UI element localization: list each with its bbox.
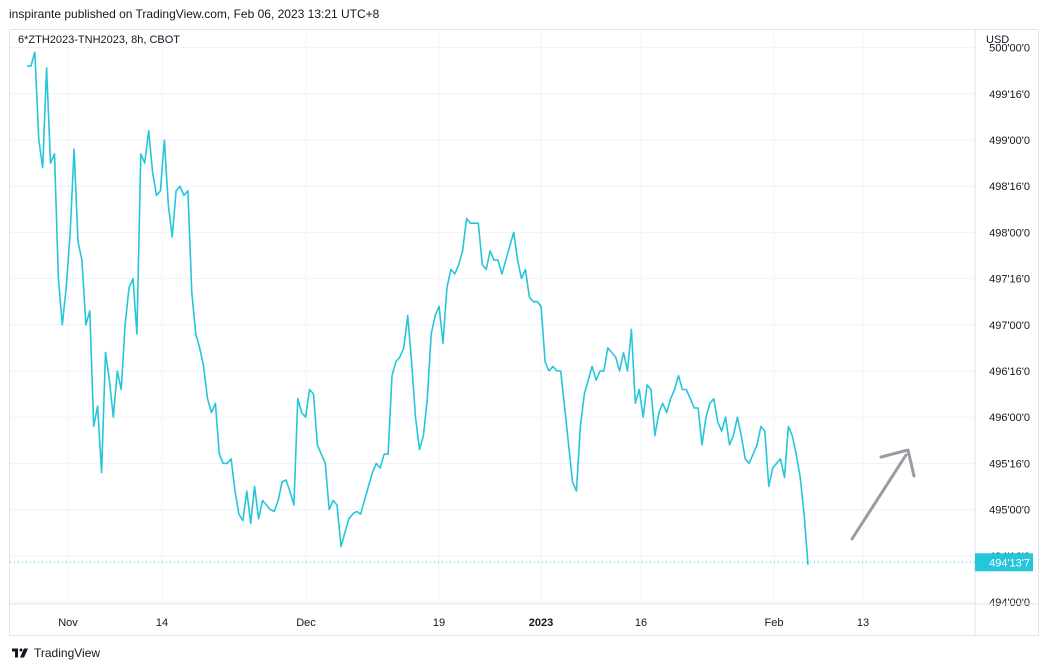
x-tick-label: Dec <box>296 617 316 629</box>
arrow-shaft[interactable] <box>850 453 908 541</box>
y-tick-label: 499'00'0 <box>989 135 1030 147</box>
x-tick-label: Feb <box>765 617 784 629</box>
x-tick-label: 14 <box>156 617 168 629</box>
y-tick-label: 497'16'0 <box>989 274 1030 286</box>
chart-series <box>27 51 809 566</box>
y-tick-label: 498'16'0 <box>989 181 1030 193</box>
last-price-badge <box>975 553 1033 572</box>
arrow-head-icon[interactable] <box>879 448 916 478</box>
y-tick-label: 497'00'0 <box>989 320 1030 332</box>
chart-annotations <box>850 448 916 541</box>
footer-brand: TradingView <box>34 646 101 660</box>
y-tick-label: 494'00'0 <box>989 597 1030 609</box>
y-axis: 500'00'0 499'16'0 499'00'0 498'16'0 498'00'0… <box>974 30 1030 635</box>
tradingview-logo-icon <box>12 648 28 658</box>
currency-label: USD <box>986 34 1010 46</box>
x-tick-label: 2023 <box>529 617 553 629</box>
y-tick-label: 495'00'0 <box>989 505 1030 517</box>
publisher-line: inspirante published on TradingView.com,… <box>9 7 380 21</box>
y-tick-label: 499'16'0 <box>989 89 1030 101</box>
y-tick-label: 498'00'0 <box>989 227 1030 239</box>
x-axis: Nov 14 Dec 19 2023 16 Feb 13 <box>9 603 1038 629</box>
y-tick-label: 500'00'0 <box>989 43 1030 55</box>
x-tick-label: 16 <box>635 617 647 629</box>
last-price-group: 494'13'7 <box>10 553 1033 572</box>
y-tick-label: 496'16'0 <box>989 366 1030 378</box>
y-tick-label: 495'16'0 <box>989 458 1030 470</box>
last-price-label: 494'13'7 <box>989 557 1030 569</box>
x-tick-label: 13 <box>857 617 869 629</box>
y-tick-label: 496'00'0 <box>989 412 1030 424</box>
footer[interactable]: TradingView <box>12 646 100 660</box>
symbol-line: 6*ZTH2023-TNH2023, 8h, CBOT <box>18 34 181 46</box>
x-tick-label: 19 <box>433 617 445 629</box>
x-tick-label: Nov <box>58 617 78 629</box>
price-line-series <box>27 51 809 566</box>
chart-grid <box>10 30 975 604</box>
chart-frame[interactable] <box>9 29 1039 636</box>
